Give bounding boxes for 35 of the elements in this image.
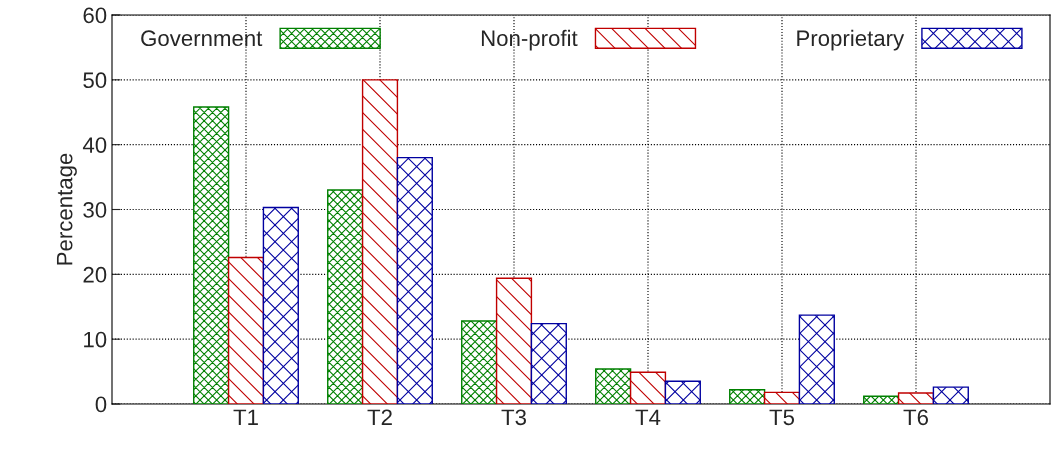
y-tick-label: 20 (83, 266, 107, 283)
bar (664, 380, 701, 404)
bar (530, 322, 567, 404)
bar (729, 389, 766, 404)
bar (629, 371, 667, 404)
x-tick-label: T6 (903, 409, 928, 426)
y-tick-label: 30 (83, 202, 107, 218)
bar (361, 79, 399, 404)
legend-label: Government (141, 30, 263, 47)
legend-label: Proprietary (797, 29, 905, 51)
legend-label: Non-profit (481, 29, 578, 51)
x-tick-label: T5 (769, 409, 795, 426)
bar (227, 256, 265, 404)
y-tick-label: 10 (84, 331, 107, 348)
bar (798, 314, 835, 404)
bar (495, 277, 533, 404)
bar (461, 320, 498, 404)
bar (262, 206, 299, 404)
bar (595, 368, 632, 404)
x-tick-label: T1 (233, 409, 258, 425)
y-tick-label: 40 (82, 137, 107, 153)
y-tick-label: 0 (95, 396, 107, 413)
bar (396, 156, 433, 404)
y-tick-label: 60 (83, 7, 107, 24)
bar (193, 106, 230, 404)
bar (932, 386, 969, 404)
x-tick-label: T3 (501, 409, 526, 426)
x-tick-label: T2 (367, 409, 392, 425)
bar (863, 395, 900, 404)
y-tick-label: 50 (83, 72, 107, 89)
y-axis-title: Percentage (56, 153, 77, 265)
bar (897, 392, 935, 404)
bar (763, 391, 801, 404)
x-tick-label: T4 (635, 409, 661, 425)
bar (327, 189, 364, 404)
